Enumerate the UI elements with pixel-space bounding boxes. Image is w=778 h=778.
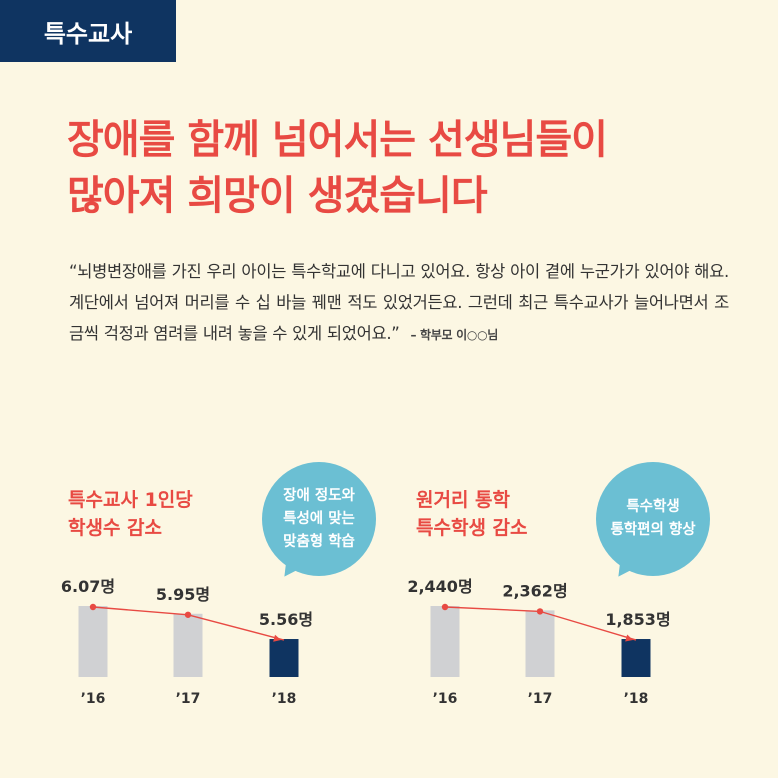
bubble-text: 장애 정도와 특성에 맞는 맞춤형 학습: [262, 462, 376, 576]
chart-2-speech-bubble: 특수학생 통학편의 향상: [596, 462, 710, 586]
chart-2-trend-dot-2: [536, 608, 544, 615]
chart-1-title-line-1: 특수교사 1인당: [68, 489, 193, 511]
chart-2-data-label-2: 2,362명: [502, 581, 567, 600]
bubble-circle: [596, 462, 710, 576]
quote-attribution: – 학부모 이○○님: [410, 328, 498, 342]
chart-1-data-label-3: 5.56명: [259, 610, 313, 629]
chart-2-trend-arrowhead: [625, 634, 633, 642]
chart-2-data-label-3: 1,853명: [605, 610, 670, 629]
chart-1-bar-1: [78, 606, 108, 677]
quote-text: “뇌병변장애를 가진 우리 아이는 특수학교에 다니고 있어요. 항상 아이 곁…: [69, 262, 729, 343]
bubble-1-line-2: 특성에 맞는: [283, 510, 355, 527]
chart-2-data-label-1: 2,440명: [407, 577, 472, 596]
headline-line-2: 많아져 희망이 생겼습니다: [67, 173, 488, 219]
chart-1-data-label-1: 6.07명: [61, 577, 115, 596]
chart-1-bar-2: [173, 613, 203, 677]
headline: 장애를 함께 넘어서는 선생님들이 많아져 희망이 생겼습니다: [67, 112, 747, 224]
parent-quote: “뇌병변장애를 가진 우리 아이는 특수학교에 다니고 있어요. 항상 아이 곁…: [69, 256, 729, 351]
chart-1-tick-label-3: ’18: [272, 691, 297, 707]
bubble-2-line-1: 특수학생: [626, 499, 680, 515]
bubble-circle: [262, 462, 376, 576]
chart-2-title-line-2: 특수학생 감소: [416, 517, 528, 539]
chart-2-trend-dot-1: [441, 603, 449, 611]
chart-1-speech-bubble: 장애 정도와 특성에 맞는 맞춤형 학습: [262, 462, 376, 586]
bubble-1-line-3: 맞춤형 학습: [283, 533, 355, 550]
chart-2-tick-label-1: ’16: [433, 691, 458, 707]
chart-1-trend-arrowhead: [273, 634, 281, 642]
chart-1-trend-dot-1: [89, 603, 97, 611]
chart-2-bar-1: [430, 606, 460, 677]
category-tag: 특수교사: [0, 0, 176, 62]
chart-2-title-line-1: 원거리 통학: [416, 489, 511, 511]
chart-1-tick-label-2: ’17: [176, 691, 201, 707]
bubble-text: 특수학생 통학편의 향상: [596, 462, 710, 576]
bubble-2-line-2: 통학편의 향상: [610, 522, 696, 538]
headline-line-1: 장애를 함께 넘어서는 선생님들이: [67, 117, 608, 163]
chart-2-tick-label-3: ’18: [624, 691, 649, 707]
chart-1-data-label-2: 5.95명: [156, 585, 210, 604]
bubble-1-line-1: 장애 정도와: [283, 487, 355, 504]
chart-2-bar-2: [525, 610, 555, 677]
chart-1-title: 특수교사 1인당 학생수 감소: [68, 486, 193, 542]
chart-1-trend-dot-2: [184, 611, 192, 618]
chart-2-tick-label-2: ’17: [528, 691, 553, 707]
chart-1-bar-3: [269, 639, 299, 677]
chart-2-bar-3: [621, 639, 651, 677]
chart-2-title: 원거리 통학 특수학생 감소: [416, 486, 528, 542]
chart-1-tick-label-1: ’16: [81, 691, 106, 707]
chart-1-title-line-2: 학생수 감소: [68, 517, 163, 539]
